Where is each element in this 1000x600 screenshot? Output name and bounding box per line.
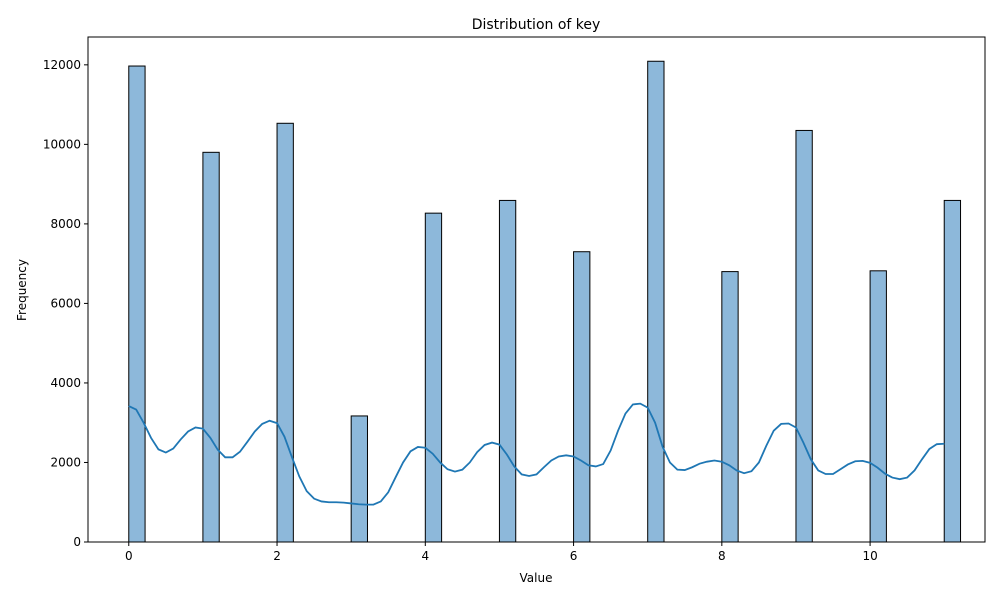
bar xyxy=(202,151,220,543)
bar xyxy=(573,251,591,543)
bar xyxy=(721,271,739,543)
bar xyxy=(276,122,294,543)
kde-curve xyxy=(128,402,945,506)
bar xyxy=(869,270,887,543)
x-axis-label: Value xyxy=(520,571,553,585)
x-tick-label: 2 xyxy=(273,549,281,563)
y-tick-label: 12000 xyxy=(43,58,81,72)
x-tick-label: 0 xyxy=(125,549,133,563)
chart-title: Distribution of key xyxy=(472,17,601,33)
bars-group xyxy=(128,60,962,543)
bar xyxy=(498,199,517,543)
y-axis-ticks: 0 2000 4000 6000 8000 10000 12000 xyxy=(43,58,88,549)
bar xyxy=(424,212,443,543)
y-tick-label: 4000 xyxy=(50,376,81,390)
bar xyxy=(647,60,665,543)
bar xyxy=(350,415,368,543)
x-tick-label: 6 xyxy=(570,549,578,563)
y-tick-label: 6000 xyxy=(50,296,81,310)
plot-area-frame xyxy=(87,36,986,543)
y-tick-label: 2000 xyxy=(50,455,81,469)
x-tick-label: 10 xyxy=(862,549,877,563)
y-tick-label: 10000 xyxy=(43,137,81,151)
y-tick-label: 8000 xyxy=(50,217,81,231)
bar xyxy=(943,199,962,543)
bar xyxy=(128,65,146,543)
x-axis-ticks: 0 2 4 6 8 10 xyxy=(125,542,878,563)
y-tick-label: 0 xyxy=(73,535,81,549)
bar xyxy=(795,129,813,543)
x-tick-label: 8 xyxy=(718,549,726,563)
x-tick-label: 4 xyxy=(421,549,429,563)
y-axis-label: Frequency xyxy=(15,259,29,321)
